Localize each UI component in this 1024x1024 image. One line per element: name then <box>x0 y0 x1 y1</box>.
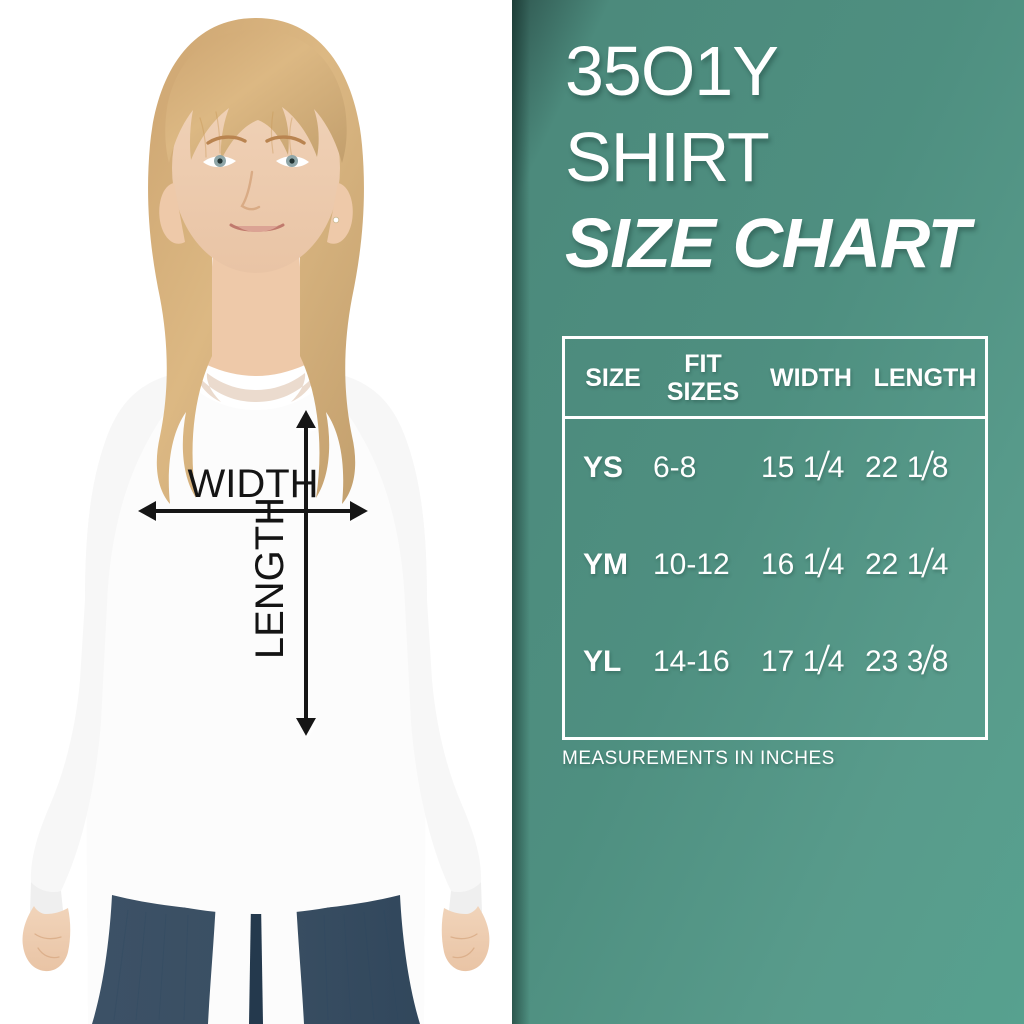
svg-text:LENGTH: LENGTH <box>248 497 292 659</box>
